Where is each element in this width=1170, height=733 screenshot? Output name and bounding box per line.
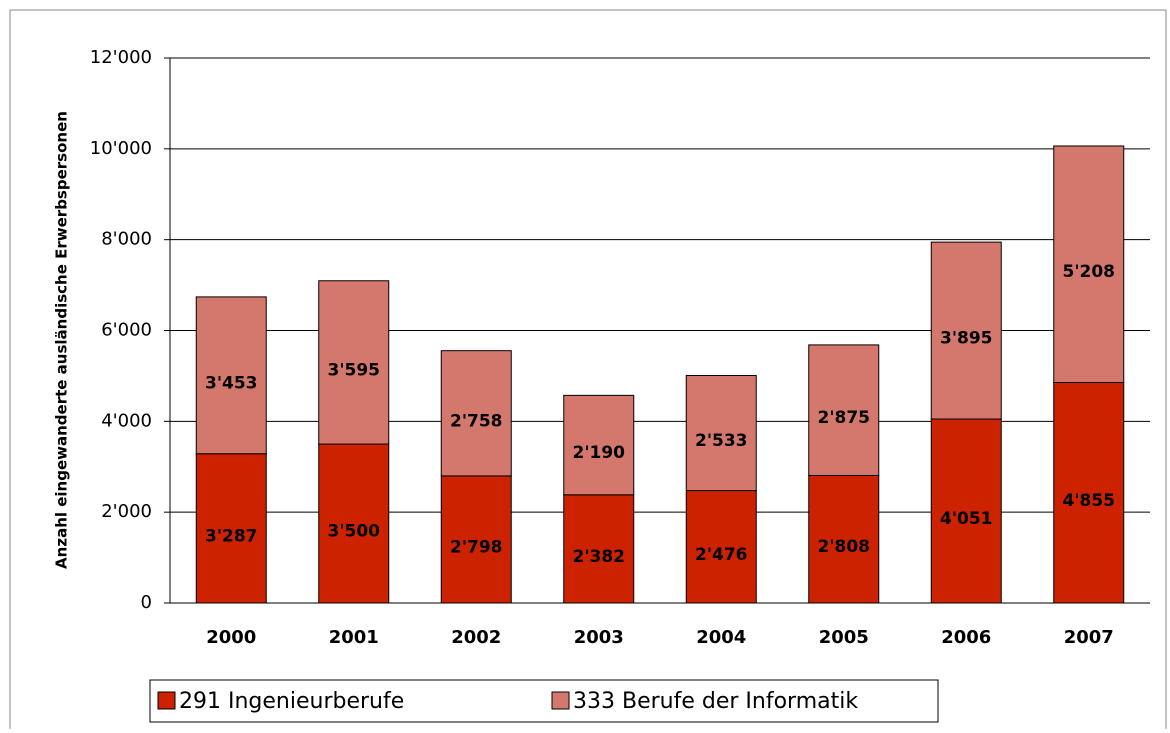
x-tick-label: 2003 — [574, 627, 624, 648]
legend — [149, 679, 939, 723]
bar-segment — [440, 350, 512, 477]
x-tick-label: 2002 — [451, 627, 501, 648]
data-label: 2'533 — [695, 431, 748, 451]
data-label: 2'875 — [817, 408, 870, 428]
bar-segment — [685, 375, 757, 492]
data-label: 3'453 — [205, 373, 258, 393]
bar-segment — [195, 453, 267, 604]
data-label: 2'476 — [695, 545, 748, 565]
bar-segment — [1053, 382, 1125, 604]
y-tick-label: 12'000 — [90, 47, 152, 68]
y-tick-label: 8'000 — [101, 229, 152, 250]
data-label: 5'208 — [1062, 262, 1115, 282]
data-label: 2'382 — [572, 547, 625, 567]
y-tick-label: 2'000 — [101, 501, 152, 522]
bar-segment — [930, 241, 1002, 420]
data-label: 2'808 — [817, 537, 870, 557]
y-tick-label: 0 — [141, 592, 152, 613]
data-label: 2'798 — [450, 537, 503, 557]
bar-segment — [440, 475, 512, 604]
x-tick-label: 2001 — [329, 627, 379, 648]
legend-label: 291 Ingenieurberufe — [179, 689, 404, 714]
data-label: 2'190 — [572, 443, 625, 463]
bar-segment — [1053, 145, 1125, 384]
legend-swatch — [157, 691, 176, 710]
data-label: 4'855 — [1062, 491, 1115, 511]
bar-segment — [930, 418, 1002, 604]
bar-segment — [563, 394, 635, 496]
x-tick-label: 2005 — [819, 627, 869, 648]
bar-segment — [318, 280, 390, 445]
y-axis-label: Anzahl eingewanderte ausländische Erwerb… — [53, 111, 71, 569]
bar-segment — [685, 490, 757, 604]
bar-segment — [808, 474, 880, 604]
data-label: 3'595 — [327, 360, 380, 380]
bar-segment — [318, 443, 390, 604]
bar-segment — [808, 344, 880, 476]
data-label: 3'287 — [205, 526, 258, 546]
data-label: 4'051 — [940, 509, 993, 529]
data-label: 3'500 — [327, 522, 380, 542]
frame — [9, 9, 1167, 729]
y-tick-label: 10'000 — [90, 138, 152, 159]
data-label: 2'758 — [450, 411, 503, 431]
data-label: 3'895 — [940, 329, 993, 349]
legend-label: 333 Berufe der Informatik — [573, 689, 858, 714]
x-tick-label: 2004 — [696, 627, 746, 648]
y-tick-label: 4'000 — [101, 410, 152, 431]
bar-segment — [195, 296, 267, 455]
legend-swatch — [551, 691, 570, 710]
x-tick-label: 2007 — [1064, 627, 1114, 648]
bar-segment — [563, 494, 635, 604]
x-tick-label: 2000 — [206, 627, 256, 648]
x-tick-label: 2006 — [941, 627, 991, 648]
y-tick-label: 6'000 — [101, 320, 152, 341]
